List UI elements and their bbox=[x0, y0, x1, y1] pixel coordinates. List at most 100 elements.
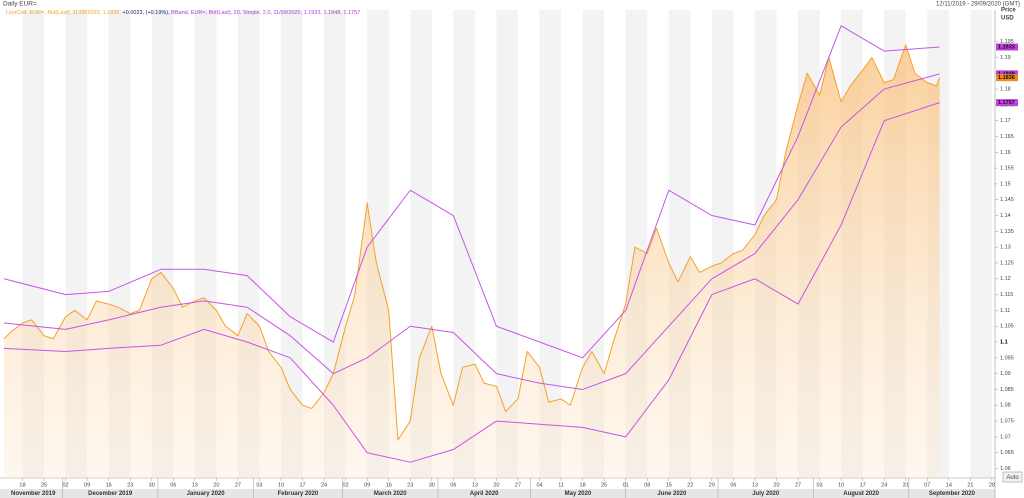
legend-change: +0.0023, (+0.19%), bbox=[123, 10, 171, 16]
y-tick-label: 1.15 bbox=[1000, 181, 1011, 187]
x-tick-label: 31 bbox=[903, 482, 909, 488]
y-tick-label: 1.195 bbox=[1000, 39, 1014, 45]
series-line bbox=[3, 102, 940, 463]
x-tick-label: 28 bbox=[989, 482, 995, 488]
week-stripe bbox=[496, 10, 518, 478]
x-tick-label: 03 bbox=[817, 482, 823, 488]
y-tick-label: 1.12 bbox=[1000, 276, 1011, 282]
chart-title: Daily EUR= bbox=[3, 1, 37, 8]
y-tick-label: 1.09 bbox=[1000, 371, 1011, 377]
y-tick-label: 1.065 bbox=[1000, 450, 1014, 456]
y-tick-label: 1.19 bbox=[1000, 55, 1011, 61]
week-stripe bbox=[539, 10, 562, 478]
x-tick-label: 03 bbox=[256, 482, 262, 488]
last-value-tag bbox=[996, 70, 1018, 78]
y-tick-label: 1.08 bbox=[1000, 403, 1011, 409]
x-tick-label: 17 bbox=[299, 482, 305, 488]
month-label: August 2020 bbox=[843, 491, 879, 497]
x-tick-label: 20 bbox=[493, 482, 499, 488]
x-tick-label: 29 bbox=[709, 482, 715, 488]
x-tick-label: 16 bbox=[386, 482, 392, 488]
x-tick-label: 16 bbox=[106, 482, 112, 488]
x-tick-label: 15 bbox=[666, 482, 672, 488]
month-label: June 2020 bbox=[657, 491, 687, 497]
x-tick-label: 27 bbox=[515, 482, 521, 488]
x-tick-label: 22 bbox=[687, 482, 693, 488]
y-tick-label: 1.105 bbox=[1000, 324, 1014, 330]
last-value-tag bbox=[996, 74, 1018, 82]
y-tick-label: 1.145 bbox=[1000, 197, 1014, 203]
x-tick-label: 18 bbox=[19, 482, 25, 488]
week-stripe bbox=[280, 10, 303, 478]
last-value-tag bbox=[996, 43, 1018, 51]
x-tick-label: 02 bbox=[62, 482, 68, 488]
x-tick-label: 13 bbox=[752, 482, 758, 488]
y-tick-label: 1.06 bbox=[1000, 466, 1011, 472]
x-tick-label: 21 bbox=[967, 482, 973, 488]
auto-button[interactable] bbox=[1002, 471, 1023, 483]
month-label: January 2020 bbox=[187, 491, 226, 497]
month-label: March 2020 bbox=[374, 491, 407, 497]
x-tick-label: 13 bbox=[192, 482, 198, 488]
x-tick-label: 04 bbox=[536, 482, 542, 488]
x-tick-label: 07 bbox=[924, 482, 930, 488]
legend-bband: BBand, EUR=, Bid(Last), 20, Simple, 2.0,… bbox=[171, 10, 360, 16]
x-tick-label: 08 bbox=[644, 482, 650, 488]
x-tick-label: 23 bbox=[407, 482, 413, 488]
series-line bbox=[3, 25, 940, 359]
y-tick-label: 1.125 bbox=[1000, 260, 1014, 266]
x-tick-label: 10 bbox=[278, 482, 284, 488]
x-tick-label: 06 bbox=[730, 482, 736, 488]
x-tick-label: 06 bbox=[450, 482, 456, 488]
y-tick-label: 1.115 bbox=[1000, 292, 1013, 298]
x-tick-label: 27 bbox=[795, 482, 801, 488]
y-tick-label: 1.07 bbox=[1000, 434, 1011, 440]
month-label: September 2020 bbox=[929, 491, 976, 497]
y-axis-unit: USD bbox=[1001, 16, 1014, 22]
y-axis-label: Price bbox=[1001, 8, 1016, 14]
x-tick-label: 06 bbox=[170, 482, 176, 488]
x-tick-label: 30 bbox=[429, 482, 435, 488]
month-label: February 2020 bbox=[278, 491, 319, 497]
month-row bbox=[0, 489, 995, 498]
x-tick-label: 24 bbox=[881, 482, 887, 488]
auto-label[interactable]: Auto bbox=[1006, 475, 1019, 481]
x-tick-label: 24 bbox=[321, 482, 327, 488]
x-tick-label: 17 bbox=[860, 482, 866, 488]
legend-price: LineCnd, EUR=, Bid(Last), 11/09/2020, 1.… bbox=[6, 10, 121, 16]
y-tick-label: 1.095 bbox=[1000, 355, 1014, 361]
y-tick-label: 1.165 bbox=[1000, 134, 1014, 140]
x-tick-label: 14 bbox=[946, 482, 952, 488]
week-stripe bbox=[970, 10, 992, 478]
y-tick-label: 1.11 bbox=[1000, 308, 1010, 314]
month-label: December 2019 bbox=[88, 491, 133, 497]
y-tick-label: 1.085 bbox=[1000, 387, 1014, 393]
series-line bbox=[3, 44, 941, 441]
series-line bbox=[3, 73, 940, 390]
x-tick-label: 13 bbox=[472, 482, 478, 488]
x-tick-label: 09 bbox=[84, 482, 90, 488]
last-value-tag bbox=[996, 99, 1018, 107]
y-tick-label: 1.135 bbox=[1000, 229, 1014, 235]
y-tick-label: 1.17 bbox=[1000, 118, 1011, 124]
x-tick-label: 10 bbox=[838, 482, 844, 488]
y-tick-label: 1.155 bbox=[1000, 166, 1014, 172]
x-tick-label: 23 bbox=[127, 482, 133, 488]
x-tick-label: 20 bbox=[773, 482, 779, 488]
y-tick-label: 1.1 bbox=[1000, 339, 1008, 345]
x-tick-label: 25 bbox=[41, 482, 47, 488]
month-label: April 2020 bbox=[470, 491, 499, 497]
last-value-label: 1.1836 bbox=[998, 75, 1015, 81]
date-range: 12/11/2019 - 29/09/2020 (GMT) bbox=[936, 2, 1020, 8]
y-tick-label: 1.18 bbox=[1000, 87, 1011, 93]
last-value-label: 1.1933 bbox=[998, 44, 1015, 50]
x-tick-label: 27 bbox=[235, 482, 241, 488]
x-tick-label: 09 bbox=[364, 482, 370, 488]
x-tick-label: 30 bbox=[149, 482, 155, 488]
legend: LineCnd, EUR=, Bid(Last), 11/09/2020, 1.… bbox=[6, 10, 360, 16]
x-tick-label: 02 bbox=[343, 482, 349, 488]
x-tick-label: 11 bbox=[558, 482, 564, 488]
month-label: July 2020 bbox=[752, 491, 780, 497]
x-tick-label: 20 bbox=[213, 482, 219, 488]
